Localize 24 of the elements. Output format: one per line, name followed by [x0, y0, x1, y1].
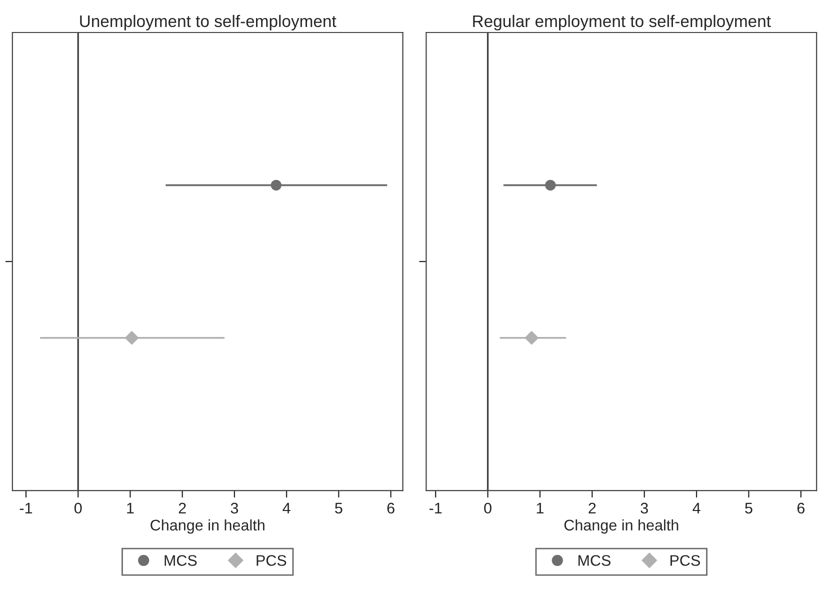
x-tick-label: 1 [127, 502, 134, 514]
x-tick-label: 2 [588, 502, 596, 514]
legend-label: PCS [670, 555, 700, 566]
x-tick-label: 0 [484, 502, 492, 514]
x-tick-label: -1 [20, 502, 32, 514]
legend-label: PCS [256, 555, 286, 566]
chart-title: Regular employment to self-employment [473, 14, 771, 30]
x-tick-label: -1 [429, 502, 442, 514]
x-axis-title: Change in health [150, 519, 264, 534]
x-tick-label: 5 [335, 502, 342, 514]
legend-label: MCS [164, 555, 197, 566]
legend-label: MCS [578, 555, 610, 566]
x-tick-label: 4 [692, 502, 700, 514]
x-tick-label: 0 [74, 502, 82, 514]
x-tick-label: 1 [536, 502, 544, 514]
x-tick-label: 6 [387, 502, 394, 514]
x-tick-label: 3 [640, 502, 648, 514]
chart-title: Unemployment to self-employment [80, 14, 336, 30]
x-tick-label: 3 [230, 502, 238, 514]
x-axis-title: Change in health [564, 519, 678, 534]
x-tick-label: 4 [282, 502, 290, 514]
x-tick-label: 2 [178, 502, 186, 514]
x-tick-label: 6 [797, 502, 804, 514]
x-tick-label: 5 [745, 502, 752, 514]
